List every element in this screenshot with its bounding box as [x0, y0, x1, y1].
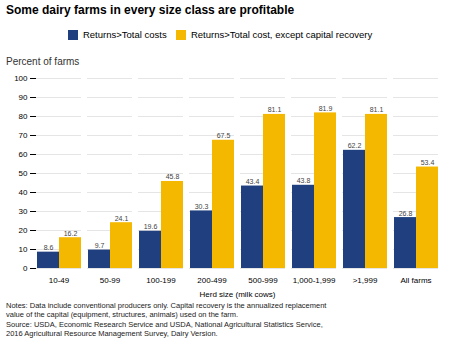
svg-text:Herd size (milk cows): Herd size (milk cows) [199, 289, 275, 298]
svg-text:62.2: 62.2 [348, 142, 362, 149]
svg-text:40: 40 [19, 188, 28, 197]
svg-text:70: 70 [19, 131, 28, 140]
svg-text:500-999: 500-999 [248, 276, 278, 285]
svg-text:81.9: 81.9 [319, 105, 333, 112]
svg-text:30: 30 [19, 207, 28, 216]
svg-text:90: 90 [19, 93, 28, 102]
svg-text:50-99: 50-99 [100, 276, 121, 285]
svg-text:43.4: 43.4 [246, 178, 260, 185]
svg-text:100: 100 [14, 74, 28, 83]
svg-text:43.8: 43.8 [297, 177, 311, 184]
svg-text:80: 80 [19, 112, 28, 121]
svg-text:10: 10 [19, 245, 28, 254]
svg-text:81.1: 81.1 [268, 106, 282, 113]
svg-text:19.6: 19.6 [144, 223, 158, 230]
svg-text:30.3: 30.3 [195, 203, 209, 210]
html-text:Returns>Total costs: Returns>Total costs [83, 28, 167, 40]
svg-text:>1,999: >1,999 [353, 276, 378, 285]
svg-text:100-199: 100-199 [146, 276, 176, 285]
html-text:Percent of farms: Percent of farms [6, 55, 80, 67]
svg-text:1,000-1,999: 1,000-1,999 [293, 276, 336, 285]
svg-text:81.1: 81.1 [370, 106, 384, 113]
svg-text:24.1: 24.1 [115, 214, 129, 221]
svg-text:26.8: 26.8 [399, 209, 413, 216]
svg-text:67.5: 67.5 [217, 132, 231, 139]
svg-text:9.7: 9.7 [95, 242, 105, 249]
svg-text:8.6: 8.6 [44, 244, 54, 251]
svg-text:10-49: 10-49 [49, 276, 70, 285]
svg-text:All farms: All farms [400, 276, 431, 285]
html-text:Notes: Data include convention: Notes: Data include conventional produce… [6, 300, 327, 339]
svg-text:20: 20 [19, 226, 28, 235]
html-text:Some dairy farms in every size: Some dairy farms in every size class are… [6, 3, 295, 17]
svg-text:200-499: 200-499 [197, 276, 227, 285]
html-text:Returns>Total cost, except cap: Returns>Total cost, except capital recov… [190, 28, 373, 40]
svg-text:50: 50 [19, 169, 28, 178]
svg-text:0: 0 [23, 264, 28, 273]
svg-text:53.4: 53.4 [421, 159, 435, 166]
svg-text:16.2: 16.2 [64, 229, 78, 236]
svg-text:60: 60 [19, 150, 28, 159]
svg-text:45.8: 45.8 [166, 173, 180, 180]
